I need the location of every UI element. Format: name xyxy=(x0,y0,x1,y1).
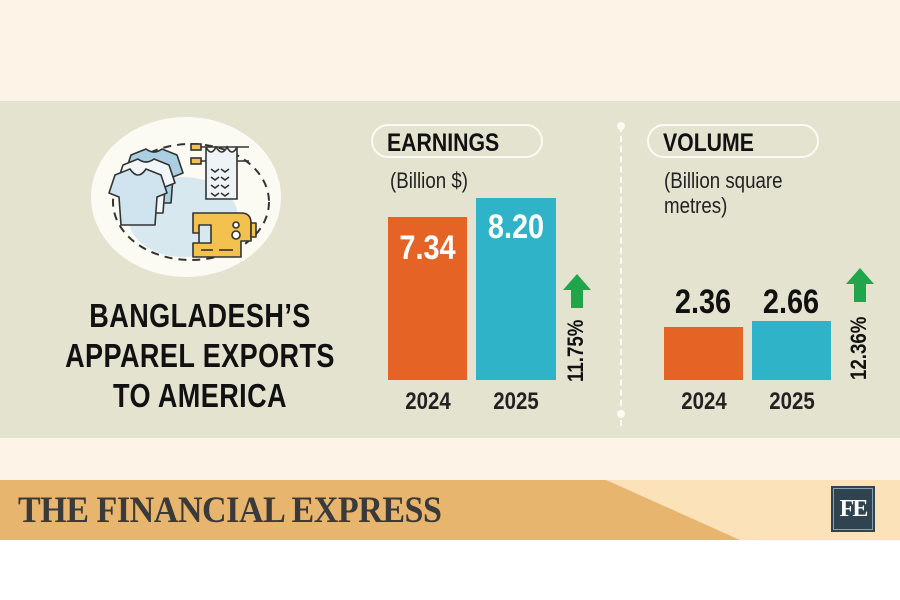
sewing-machine-icon xyxy=(192,212,257,258)
headline-line-2: APPAREL EXPORTS xyxy=(65,337,335,374)
apparel-illustration-icon xyxy=(108,143,270,261)
section-divider xyxy=(620,126,622,426)
volume-unit-line-1: (Billion square xyxy=(664,168,783,193)
volume-unit: (Billion square metres) xyxy=(664,168,782,218)
gap-background xyxy=(0,438,900,480)
volume-value-2024: 2.36 xyxy=(674,283,732,321)
earnings-year-2025: 2025 xyxy=(493,388,539,415)
volume-up-arrow-icon xyxy=(846,268,874,302)
earnings-up-arrow-icon xyxy=(563,274,591,308)
earnings-title: EARNINGS xyxy=(387,129,500,157)
headline-line-1: BANGLADESH’S xyxy=(89,297,311,334)
earnings-year-2024: 2024 xyxy=(405,388,451,415)
top-background xyxy=(0,0,900,101)
earnings-unit: (Billion $) xyxy=(390,168,468,193)
earnings-value-2025: 8.20 xyxy=(487,208,545,246)
volume-year-2025: 2025 xyxy=(769,388,815,415)
bottom-background xyxy=(0,540,900,600)
volume-title-pill: VOLUME xyxy=(647,124,819,158)
volume-unit-line-2: metres) xyxy=(664,193,728,218)
earnings-bar-2024: 7.34 xyxy=(388,217,467,380)
volume-bar-2024 xyxy=(664,327,743,380)
t-shirts-icon xyxy=(108,148,184,226)
fe-logo-icon: FE xyxy=(831,486,875,532)
earnings-change-percent: 11.75% xyxy=(563,319,588,382)
volume-year-2024: 2024 xyxy=(681,388,727,415)
volume-change-percent: 12.36% xyxy=(846,316,871,380)
publication-name: THE FINANCIAL EXPRESS xyxy=(18,490,442,531)
earnings-value-2024: 7.34 xyxy=(399,229,456,267)
volume-value-2025: 2.66 xyxy=(762,283,820,321)
headline: BANGLADESH’S APPAREL EXPORTS TO AMERICA xyxy=(61,296,340,416)
footer-banner: THE FINANCIAL EXPRESS FE xyxy=(0,480,900,540)
illustration-circle xyxy=(91,117,281,277)
knitting-icon xyxy=(190,143,249,200)
earnings-title-pill: EARNINGS xyxy=(371,124,543,158)
footer-band xyxy=(0,480,740,540)
volume-title: VOLUME xyxy=(663,129,754,157)
earnings-bar-2025: 8.20 xyxy=(476,198,556,380)
volume-bar-2025 xyxy=(752,321,831,380)
headline-line-3: TO AMERICA xyxy=(113,377,287,414)
divider-dot-bottom xyxy=(617,410,625,418)
